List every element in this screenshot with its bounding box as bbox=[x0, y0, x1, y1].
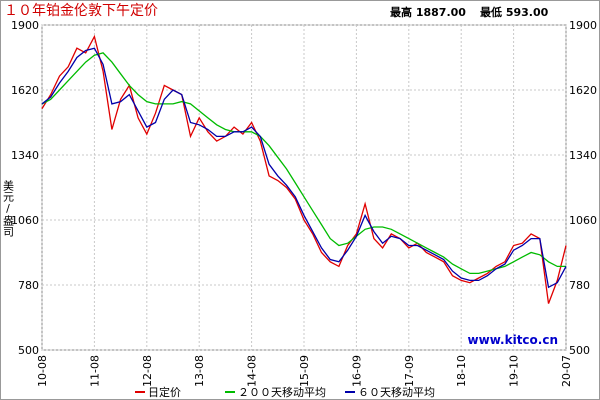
x-tick-label: 18-10 bbox=[455, 355, 468, 387]
series-line bbox=[41, 47, 567, 289]
x-tick-label: 13-08 bbox=[193, 355, 206, 387]
x-tick-label: 16-09 bbox=[350, 355, 363, 387]
y-tick-label: 1900 bbox=[11, 19, 39, 32]
y-tick-label-right: 780 bbox=[569, 279, 590, 292]
stat-low: 最低 593.00 bbox=[480, 5, 549, 19]
x-tick-label: 15-09 bbox=[298, 355, 311, 387]
legend-label: ６０天移动平均 bbox=[358, 386, 435, 399]
y-tick-label: 1340 bbox=[11, 149, 39, 162]
legend-label: ２００天移动平均 bbox=[238, 386, 326, 399]
chart-title: １０年铂金伦敦下午定价 bbox=[4, 3, 158, 19]
x-tick-label: 19-10 bbox=[508, 355, 521, 387]
plot-area bbox=[41, 24, 567, 351]
watermark: www.kitco.cn bbox=[468, 333, 558, 347]
y-axis-label: 美元/盎司 bbox=[2, 180, 15, 237]
stat-high: 最高 1887.00 bbox=[390, 5, 466, 19]
x-tick-label: 10-08 bbox=[36, 355, 49, 387]
y-tick-label: 1060 bbox=[11, 214, 39, 227]
x-tick-label: 11-08 bbox=[88, 355, 101, 387]
y-tick-label: 500 bbox=[18, 344, 39, 357]
legend-label: 日定价 bbox=[148, 385, 181, 399]
y-tick-label-right: 1060 bbox=[569, 214, 597, 227]
series-line bbox=[41, 52, 566, 275]
y-tick-label-right: 1620 bbox=[569, 84, 597, 97]
x-tick-label: 20-07 bbox=[560, 355, 573, 387]
y-tick-label-right: 1900 bbox=[569, 19, 597, 32]
y-tick-label: 780 bbox=[18, 279, 39, 292]
y-tick-label-right: 1340 bbox=[569, 149, 597, 162]
x-tick-label: 17-09 bbox=[403, 355, 416, 387]
x-tick-label: 14-08 bbox=[246, 355, 259, 387]
y-tick-label: 1620 bbox=[11, 84, 39, 97]
y-tick-label-right: 500 bbox=[569, 344, 590, 357]
x-tick-label: 12-08 bbox=[141, 355, 154, 387]
